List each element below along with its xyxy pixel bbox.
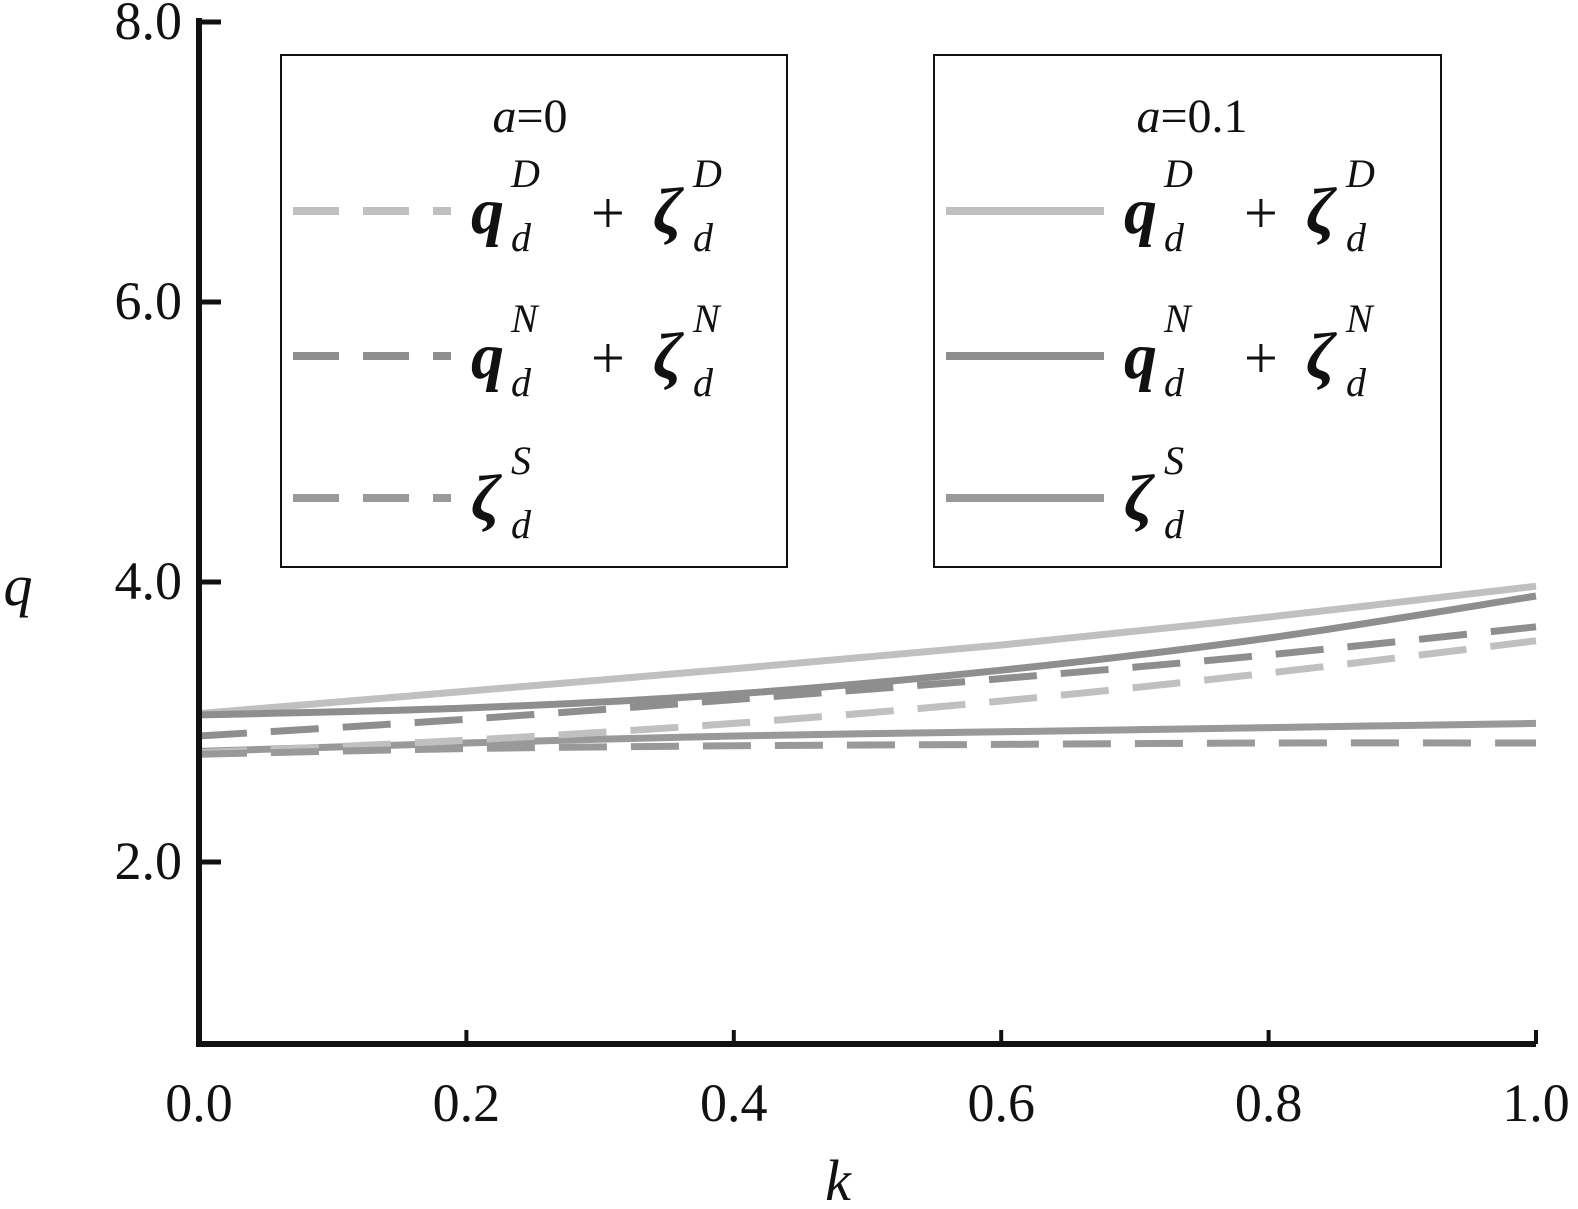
legend-term-superscript: D bbox=[510, 151, 540, 196]
legend-title-var: a bbox=[1136, 90, 1160, 143]
legend-term2-superscript: D bbox=[692, 151, 722, 196]
x-tick-label: 0.8 bbox=[1235, 1073, 1303, 1133]
x-tick-label: 0.0 bbox=[165, 1073, 233, 1133]
y-tick-label: 6.0 bbox=[115, 271, 183, 331]
legend-term2-subscript: d bbox=[693, 215, 714, 260]
legend-plus: + bbox=[1244, 180, 1278, 246]
legend-title: a=0.1 bbox=[1136, 90, 1247, 143]
legend-term-superscript: D bbox=[1163, 151, 1193, 196]
legend-title-value: =0 bbox=[516, 90, 567, 143]
x-tick-label: 0.6 bbox=[967, 1073, 1035, 1133]
legend-term2-superscript: N bbox=[692, 296, 722, 341]
series-line-a01-qD bbox=[198, 582, 1537, 718]
legend-title: a=0 bbox=[492, 90, 567, 143]
legend-term2-subscript: d bbox=[1346, 360, 1367, 405]
legend-term-superscript: N bbox=[510, 296, 540, 341]
series-line-a01-qN bbox=[198, 592, 1537, 719]
x-tick-label: 0.4 bbox=[700, 1073, 768, 1133]
legend-term-subscript: d bbox=[511, 502, 532, 547]
legend-term-superscript: S bbox=[1164, 438, 1184, 483]
legend-term-symbol: q bbox=[1124, 320, 1157, 393]
x-axis-title: k bbox=[825, 1148, 852, 1209]
legend-term-subscript: d bbox=[1164, 360, 1185, 405]
legend-term-symbol: q bbox=[471, 320, 504, 393]
legend-term-superscript: S bbox=[511, 438, 531, 483]
x-tick-label: 0.2 bbox=[433, 1073, 501, 1133]
legend-term2-symbol: ζ bbox=[653, 320, 684, 393]
legend-term-symbol: ζ bbox=[1124, 462, 1155, 535]
y-tick-label: 2.0 bbox=[115, 831, 183, 891]
y-tick-label: 8.0 bbox=[115, 0, 183, 51]
axes: 0.0 0.2 0.4 0.6 0.8 1.0 2.0 4.0 6.0 8.0 k q bbox=[4, 0, 1570, 1209]
legend-title-value: =0.1 bbox=[1160, 90, 1247, 143]
legend-title-var: a bbox=[492, 90, 516, 143]
legend-plus: + bbox=[1244, 325, 1278, 391]
legend-plus: + bbox=[591, 180, 625, 246]
legend-term2-superscript: N bbox=[1345, 296, 1375, 341]
legend-term-subscript: d bbox=[511, 215, 532, 260]
series-line-a0-zS bbox=[198, 739, 1537, 758]
legend-term2-symbol: ζ bbox=[1306, 320, 1337, 393]
y-axis-title: q bbox=[4, 553, 33, 618]
legend-term2-symbol: ζ bbox=[653, 175, 684, 248]
legend-term-subscript: d bbox=[511, 360, 532, 405]
legend-box bbox=[280, 54, 788, 568]
y-tick-label: 4.0 bbox=[115, 551, 183, 611]
legend-box bbox=[933, 54, 1442, 568]
legend-term-subscript: d bbox=[1164, 502, 1185, 547]
legend-term2-subscript: d bbox=[1346, 215, 1367, 260]
legend-term2-subscript: d bbox=[693, 360, 714, 405]
legend-term-symbol: q bbox=[1124, 175, 1157, 248]
legend-plus: + bbox=[591, 325, 625, 391]
legend-term2-symbol: ζ bbox=[1306, 175, 1337, 248]
legend-term-superscript: N bbox=[1163, 296, 1193, 341]
plot-lines bbox=[198, 582, 1537, 758]
legend-term-symbol: q bbox=[471, 175, 504, 248]
x-tick-label: 1.0 bbox=[1502, 1073, 1570, 1133]
series-line-a0-qN bbox=[198, 623, 1537, 740]
legend-term-subscript: d bbox=[1164, 215, 1185, 260]
legend-term2-superscript: D bbox=[1345, 151, 1375, 196]
legend-term-symbol: ζ bbox=[471, 462, 502, 535]
series-line-a0-qD bbox=[198, 637, 1537, 757]
